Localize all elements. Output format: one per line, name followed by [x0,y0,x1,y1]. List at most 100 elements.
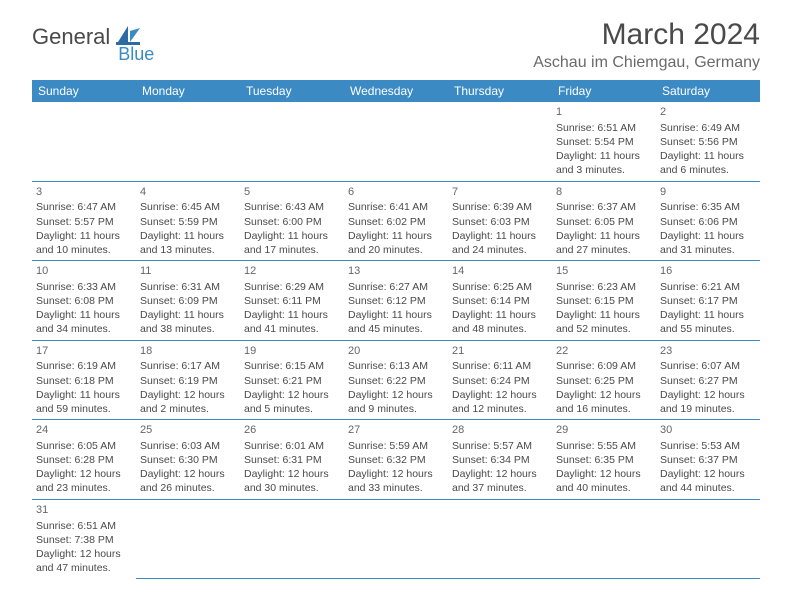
dayheader-sunday: Sunday [32,80,136,102]
day-number: 20 [348,344,444,359]
daylight-line: and 55 minutes. [660,322,756,336]
calendar-cell: 16Sunrise: 6:21 AMSunset: 6:17 PMDayligh… [656,261,760,341]
sunrise-line: Sunrise: 6:37 AM [556,200,652,214]
logo-blue: Blue [118,24,154,65]
sunrise-line: Sunrise: 6:01 AM [244,439,340,453]
calendar-cell: 25Sunrise: 6:03 AMSunset: 6:30 PMDayligh… [136,420,240,500]
sunrise-line: Sunrise: 6:03 AM [140,439,236,453]
daylight-line: and 27 minutes. [556,243,652,257]
calendar-cell-empty [136,102,240,181]
sunrise-line: Sunrise: 6:47 AM [36,200,132,214]
calendar-cell: 24Sunrise: 6:05 AMSunset: 6:28 PMDayligh… [32,420,136,500]
calendar-cell: 8Sunrise: 6:37 AMSunset: 6:05 PMDaylight… [552,181,656,261]
calendar-cell: 27Sunrise: 5:59 AMSunset: 6:32 PMDayligh… [344,420,448,500]
daylight-line: Daylight: 11 hours [348,229,444,243]
calendar-body: 1Sunrise: 6:51 AMSunset: 5:54 PMDaylight… [32,102,760,578]
daylight-line: Daylight: 11 hours [140,308,236,322]
calendar-cell: 18Sunrise: 6:17 AMSunset: 6:19 PMDayligh… [136,340,240,420]
sunset-line: Sunset: 6:05 PM [556,215,652,229]
day-number: 14 [452,264,548,279]
calendar-cell: 19Sunrise: 6:15 AMSunset: 6:21 PMDayligh… [240,340,344,420]
calendar-cell: 6Sunrise: 6:41 AMSunset: 6:02 PMDaylight… [344,181,448,261]
daylight-line: and 37 minutes. [452,481,548,495]
calendar-cell: 13Sunrise: 6:27 AMSunset: 6:12 PMDayligh… [344,261,448,341]
day-number: 19 [244,344,340,359]
daylight-line: Daylight: 12 hours [452,388,548,402]
daylight-line: Daylight: 11 hours [452,308,548,322]
sunset-line: Sunset: 6:08 PM [36,294,132,308]
dayheader-thursday: Thursday [448,80,552,102]
daylight-line: and 31 minutes. [660,243,756,257]
title-block: March 2024 Aschau im Chiemgau, Germany [533,18,760,72]
sunrise-line: Sunrise: 6:21 AM [660,280,756,294]
sunset-line: Sunset: 5:59 PM [140,215,236,229]
daylight-line: Daylight: 12 hours [140,467,236,481]
daylight-line: Daylight: 11 hours [36,388,132,402]
daylight-line: and 41 minutes. [244,322,340,336]
daylight-line: Daylight: 11 hours [244,229,340,243]
calendar-cell: 31Sunrise: 6:51 AMSunset: 7:38 PMDayligh… [32,499,136,578]
daylight-line: and 24 minutes. [452,243,548,257]
calendar-cell-empty [344,102,448,181]
daylight-line: Daylight: 11 hours [660,149,756,163]
daylight-line: and 6 minutes. [660,163,756,177]
day-number: 12 [244,264,340,279]
calendar-cell-empty [552,499,656,578]
calendar-cell-empty [448,499,552,578]
day-number: 3 [36,185,132,200]
sunset-line: Sunset: 6:30 PM [140,453,236,467]
sunset-line: Sunset: 6:12 PM [348,294,444,308]
daylight-line: and 48 minutes. [452,322,548,336]
daylight-line: Daylight: 11 hours [660,229,756,243]
daylight-line: and 40 minutes. [556,481,652,495]
sunrise-line: Sunrise: 6:07 AM [660,359,756,373]
daylight-line: and 44 minutes. [660,481,756,495]
calendar-row: 17Sunrise: 6:19 AMSunset: 6:18 PMDayligh… [32,340,760,420]
calendar-cell-empty [344,499,448,578]
day-number: 10 [36,264,132,279]
daylight-line: and 17 minutes. [244,243,340,257]
daylight-line: and 33 minutes. [348,481,444,495]
sunset-line: Sunset: 6:28 PM [36,453,132,467]
day-number: 27 [348,423,444,438]
daylight-line: Daylight: 12 hours [660,467,756,481]
calendar-row: 31Sunrise: 6:51 AMSunset: 7:38 PMDayligh… [32,499,760,578]
sunrise-line: Sunrise: 6:13 AM [348,359,444,373]
calendar-cell: 10Sunrise: 6:33 AMSunset: 6:08 PMDayligh… [32,261,136,341]
daylight-line: Daylight: 11 hours [348,308,444,322]
daylight-line: and 52 minutes. [556,322,652,336]
dayheader-saturday: Saturday [656,80,760,102]
sunrise-line: Sunrise: 6:15 AM [244,359,340,373]
sunrise-line: Sunrise: 6:29 AM [244,280,340,294]
sunset-line: Sunset: 6:34 PM [452,453,548,467]
daylight-line: Daylight: 11 hours [36,308,132,322]
daylight-line: Daylight: 12 hours [556,388,652,402]
sunrise-line: Sunrise: 6:51 AM [36,519,132,533]
sunset-line: Sunset: 6:22 PM [348,374,444,388]
sunrise-line: Sunrise: 6:49 AM [660,121,756,135]
day-number: 26 [244,423,340,438]
day-number: 5 [244,185,340,200]
sunrise-line: Sunrise: 5:53 AM [660,439,756,453]
day-number: 17 [36,344,132,359]
month-title: March 2024 [533,18,760,52]
sunrise-line: Sunrise: 6:27 AM [348,280,444,294]
daylight-line: Daylight: 12 hours [348,467,444,481]
calendar-cell: 22Sunrise: 6:09 AMSunset: 6:25 PMDayligh… [552,340,656,420]
day-number: 22 [556,344,652,359]
calendar-cell: 17Sunrise: 6:19 AMSunset: 6:18 PMDayligh… [32,340,136,420]
dayheader-monday: Monday [136,80,240,102]
calendar-cell: 2Sunrise: 6:49 AMSunset: 5:56 PMDaylight… [656,102,760,181]
daylight-line: and 13 minutes. [140,243,236,257]
sunset-line: Sunset: 6:31 PM [244,453,340,467]
sunset-line: Sunset: 6:14 PM [452,294,548,308]
daylight-line: Daylight: 11 hours [36,229,132,243]
daylight-line: Daylight: 11 hours [556,149,652,163]
calendar-cell: 4Sunrise: 6:45 AMSunset: 5:59 PMDaylight… [136,181,240,261]
calendar-cell: 1Sunrise: 6:51 AMSunset: 5:54 PMDaylight… [552,102,656,181]
daylight-line: and 16 minutes. [556,402,652,416]
sunrise-line: Sunrise: 5:55 AM [556,439,652,453]
calendar-cell: 9Sunrise: 6:35 AMSunset: 6:06 PMDaylight… [656,181,760,261]
daylight-line: and 19 minutes. [660,402,756,416]
sunset-line: Sunset: 5:54 PM [556,135,652,149]
